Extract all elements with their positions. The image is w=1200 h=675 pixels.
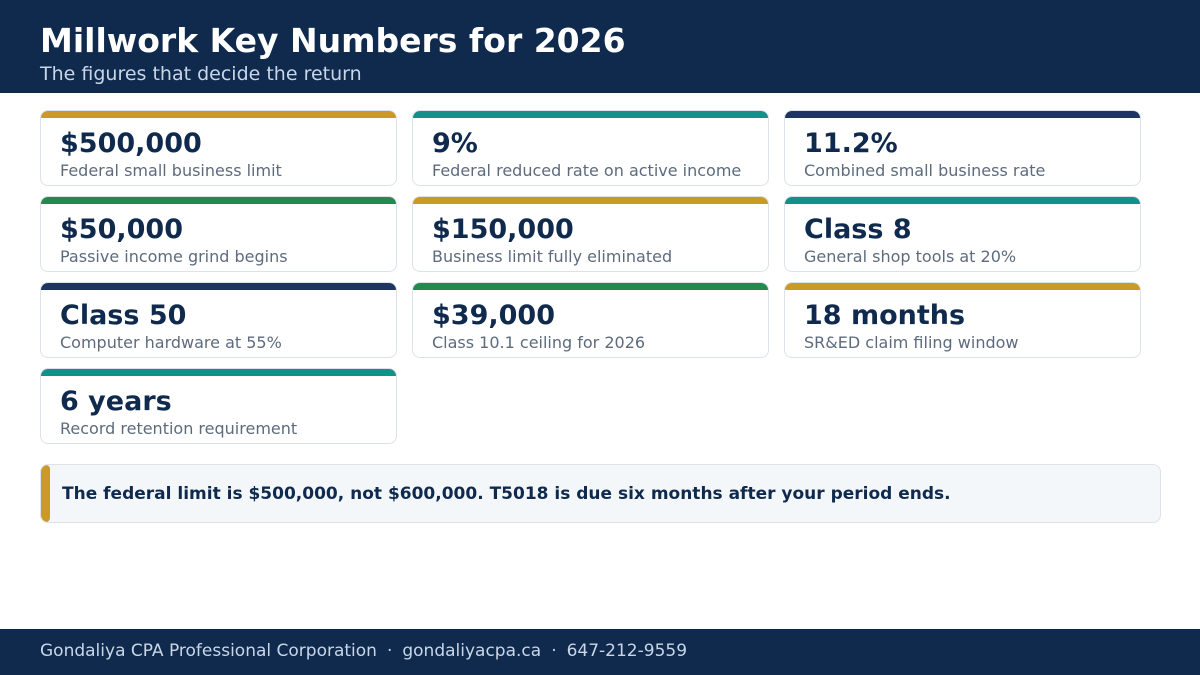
key-numbers-grid: $500,000 Federal small business limit 9%… (40, 110, 1141, 445)
callout-accent-bar (41, 465, 50, 522)
card-class-10-1: $39,000 Class 10.1 ceiling for 2026 (412, 282, 769, 358)
card-accent-bar (785, 197, 1140, 204)
footer-bar: Gondaliya CPA Professional Corporation · g… (0, 629, 1200, 675)
card-label: Computer hardware at 55% (60, 333, 282, 352)
card-accent-bar (785, 283, 1140, 290)
card-value: $50,000 (60, 214, 183, 245)
footer-separator: · (386, 641, 393, 661)
card-value: 11.2% (804, 128, 898, 159)
page-subtitle: The figures that decide the return (40, 63, 362, 85)
card-label: Class 10.1 ceiling for 2026 (432, 333, 646, 352)
footer-phone[interactable]: 647-212-9559 (566, 641, 688, 661)
card-value: Class 8 (804, 214, 912, 245)
callout-note: The federal limit is $500,000, not $600,… (40, 464, 1161, 523)
card-small-business-limit: $500,000 Federal small business limit (40, 110, 397, 186)
card-reduced-rate: 9% Federal reduced rate on active income (412, 110, 769, 186)
footer-contact-line: Gondaliya CPA Professional Corporation · g… (40, 640, 687, 662)
card-accent-bar (785, 111, 1140, 118)
card-limit-eliminated: $150,000 Business limit fully eliminated (412, 196, 769, 272)
card-label: Passive income grind begins (60, 247, 288, 266)
card-label: Record retention requirement (60, 419, 298, 438)
card-accent-bar (413, 111, 768, 118)
card-accent-bar (413, 197, 768, 204)
page-title: Millwork Key Numbers for 2026 (40, 21, 626, 60)
card-combined-rate: 11.2% Combined small business rate (784, 110, 1141, 186)
card-accent-bar (41, 369, 396, 376)
card-value: 6 years (60, 386, 172, 417)
card-value: 18 months (804, 300, 966, 331)
card-sred-window: 18 months SR&ED claim filing window (784, 282, 1141, 358)
card-accent-bar (413, 283, 768, 290)
card-label: General shop tools at 20% (804, 247, 1017, 266)
callout-text: The federal limit is $500,000, not $600,… (62, 484, 951, 504)
card-value: Class 50 (60, 300, 187, 331)
card-label: Federal small business limit (60, 161, 282, 180)
footer-separator: · (551, 641, 557, 661)
card-class-8: Class 8 General shop tools at 20% (784, 196, 1141, 272)
card-label: Business limit fully eliminated (432, 247, 673, 266)
card-label: SR&ED claim filing window (804, 333, 1019, 352)
card-class-50: Class 50 Computer hardware at 55% (40, 282, 397, 358)
card-accent-bar (41, 111, 396, 118)
card-record-retention: 6 years Record retention requirement (40, 368, 397, 444)
card-label: Federal reduced rate on active income (432, 161, 742, 180)
card-accent-bar (41, 283, 396, 290)
card-value: $500,000 (60, 128, 202, 159)
card-passive-income: $50,000 Passive income grind begins (40, 196, 397, 272)
footer-company: Gondaliya CPA Professional Corporation (40, 641, 377, 661)
footer-website[interactable]: gondaliyacpa.ca (402, 641, 542, 661)
card-accent-bar (41, 197, 396, 204)
card-value: 9% (432, 128, 478, 159)
card-value: $150,000 (432, 214, 574, 245)
header-banner: Millwork Key Numbers for 2026 The figure… (0, 0, 1200, 93)
card-label: Combined small business rate (804, 161, 1046, 180)
card-value: $39,000 (432, 300, 555, 331)
